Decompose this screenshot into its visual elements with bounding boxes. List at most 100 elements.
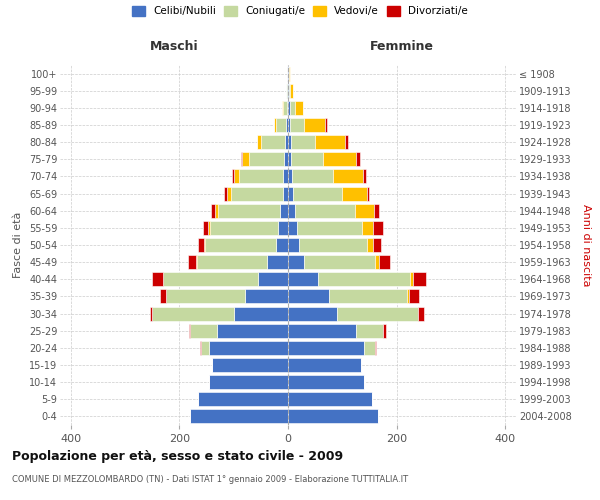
Bar: [199, 392, 288, 406]
Bar: [286, 118, 288, 132]
Bar: [364, 341, 375, 355]
Bar: [152, 306, 234, 320]
Bar: [375, 255, 379, 269]
Bar: [373, 221, 383, 235]
Bar: [241, 152, 242, 166]
Legend: Celibi/Nubili, Coniugati/e, Vedovi/e, Divorziati/e: Celibi/Nubili, Coniugati/e, Vedovi/e, Di…: [128, 2, 472, 21]
Bar: [283, 186, 288, 200]
Bar: [215, 204, 218, 218]
Bar: [209, 341, 288, 355]
Bar: [197, 255, 268, 269]
Bar: [288, 204, 295, 218]
Bar: [413, 272, 427, 286]
Bar: [315, 135, 345, 149]
Bar: [363, 170, 365, 183]
Bar: [208, 221, 211, 235]
Bar: [278, 221, 288, 235]
Bar: [297, 221, 362, 235]
Y-axis label: Anni di nascita: Anni di nascita: [581, 204, 591, 286]
Bar: [287, 101, 288, 115]
Bar: [275, 118, 286, 132]
Bar: [234, 306, 288, 320]
Bar: [290, 101, 295, 115]
Text: COMUNE DI MEZZOLOMBARDO (TN) - Dati ISTAT 1° gennaio 2009 - Elaborazione TUTTITA: COMUNE DI MEZZOLOMBARDO (TN) - Dati ISTA…: [12, 475, 408, 484]
Bar: [288, 221, 297, 235]
Bar: [288, 101, 290, 115]
Bar: [242, 152, 249, 166]
Bar: [160, 290, 166, 304]
Bar: [212, 358, 288, 372]
Text: Maschi: Maschi: [149, 40, 199, 53]
Bar: [276, 238, 288, 252]
Bar: [232, 170, 234, 183]
Bar: [211, 204, 215, 218]
Bar: [288, 410, 377, 424]
Bar: [323, 152, 356, 166]
Bar: [201, 341, 209, 355]
Bar: [249, 152, 284, 166]
Bar: [257, 135, 261, 149]
Bar: [203, 221, 208, 235]
Bar: [291, 135, 315, 149]
Bar: [325, 118, 326, 132]
Bar: [290, 84, 293, 98]
Bar: [379, 255, 390, 269]
Bar: [199, 238, 204, 252]
Bar: [200, 341, 201, 355]
Bar: [288, 324, 356, 338]
Bar: [163, 272, 258, 286]
Bar: [239, 170, 283, 183]
Bar: [188, 255, 196, 269]
Bar: [189, 324, 190, 338]
Bar: [290, 118, 304, 132]
Bar: [217, 324, 288, 338]
Bar: [288, 341, 364, 355]
Bar: [375, 341, 376, 355]
Bar: [166, 290, 245, 304]
Bar: [149, 306, 152, 320]
Bar: [196, 255, 197, 269]
Bar: [367, 186, 370, 200]
Bar: [205, 238, 276, 252]
Bar: [373, 238, 382, 252]
Bar: [356, 152, 360, 166]
Bar: [234, 170, 239, 183]
Bar: [304, 255, 375, 269]
Bar: [383, 324, 386, 338]
Bar: [407, 290, 409, 304]
Bar: [292, 170, 333, 183]
Bar: [268, 255, 288, 269]
Bar: [274, 118, 275, 132]
Bar: [285, 135, 288, 149]
Bar: [410, 272, 413, 286]
Bar: [291, 152, 323, 166]
Bar: [190, 324, 217, 338]
Y-axis label: Fasce di età: Fasce di età: [13, 212, 23, 278]
Bar: [211, 221, 278, 235]
Bar: [152, 272, 163, 286]
Bar: [409, 290, 419, 304]
Bar: [355, 204, 374, 218]
Bar: [288, 358, 361, 372]
Bar: [204, 238, 205, 252]
Bar: [288, 290, 329, 304]
Bar: [356, 324, 383, 338]
Bar: [261, 135, 285, 149]
Bar: [367, 238, 373, 252]
Bar: [345, 135, 348, 149]
Bar: [288, 255, 304, 269]
Bar: [245, 290, 288, 304]
Text: Femmine: Femmine: [370, 40, 434, 53]
Bar: [295, 204, 355, 218]
Text: Popolazione per età, sesso e stato civile - 2009: Popolazione per età, sesso e stato civil…: [12, 450, 343, 463]
Bar: [288, 306, 337, 320]
Bar: [288, 272, 318, 286]
Bar: [288, 392, 372, 406]
Bar: [318, 272, 410, 286]
Bar: [283, 170, 288, 183]
Bar: [288, 118, 290, 132]
Bar: [342, 186, 367, 200]
Bar: [218, 204, 280, 218]
Bar: [209, 375, 288, 389]
Bar: [280, 204, 288, 218]
